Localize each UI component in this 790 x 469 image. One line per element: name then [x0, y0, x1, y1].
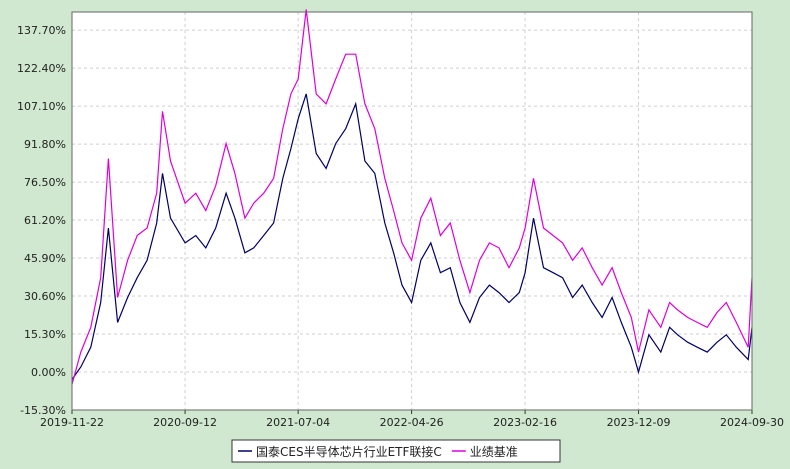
y-tick-label: 45.90% — [24, 252, 66, 265]
y-tick-label: -15.30% — [20, 404, 66, 417]
y-tick-label: 76.50% — [24, 176, 66, 189]
x-tick-label: 2021-07-04 — [266, 416, 330, 429]
grid-layer — [71, 12, 753, 411]
series-layer — [71, 9, 753, 385]
series-line-1 — [71, 9, 753, 385]
y-tick-label: 137.70% — [17, 24, 66, 37]
y-tick-label: 0.00% — [31, 366, 66, 379]
legend: 国泰CES半导体芯片行业ETF联接C 业绩基准 — [231, 439, 561, 463]
y-tick-label: 15.30% — [24, 328, 66, 341]
x-tick-label: 2023-12-09 — [607, 416, 671, 429]
y-tick-label: 107.10% — [17, 100, 66, 113]
x-tick-label: 2024-09-30 — [720, 416, 784, 429]
plot-border — [71, 11, 753, 411]
legend-label-0: 国泰CES半导体芯片行业ETF联接C — [256, 444, 442, 459]
y-tick-label: 30.60% — [24, 290, 66, 303]
legend-label-1: 业绩基准 — [470, 445, 518, 459]
y-tick-label: 91.80% — [24, 138, 66, 151]
x-tick-label: 2019-11-22 — [40, 416, 104, 429]
x-tick-label: 2022-04-26 — [380, 416, 444, 429]
legend-box — [231, 439, 561, 463]
x-tick-label: 2020-09-12 — [153, 416, 217, 429]
x-tick-label: 2023-02-16 — [493, 416, 557, 429]
y-tick-label: 61.20% — [24, 214, 66, 227]
series-line-0 — [71, 93, 753, 380]
axis-layer: 137.70% 122.40% 107.10% 91.80% 76.50% 61.20% 4… — [17, 11, 784, 429]
y-tick-label: 122.40% — [17, 62, 66, 75]
